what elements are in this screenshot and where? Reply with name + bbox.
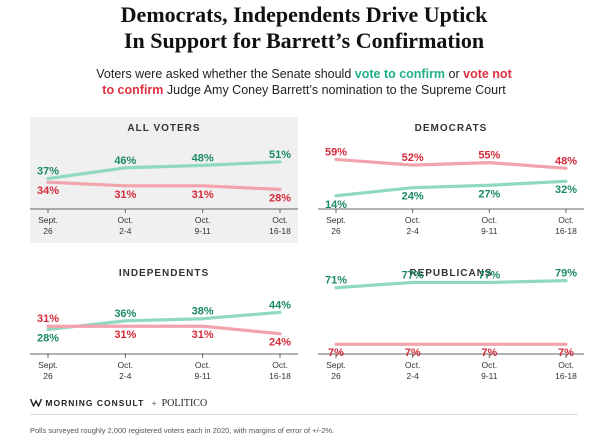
x-tick-label: Oct. bbox=[272, 215, 288, 225]
x-tick-label: Oct. bbox=[482, 215, 498, 225]
series-line-not-confirm bbox=[46, 324, 282, 336]
data-label-not-confirm: 28% bbox=[269, 192, 291, 204]
data-label-confirm: 46% bbox=[114, 155, 136, 167]
series-line-not-confirm bbox=[46, 180, 282, 191]
panel-title: INDEPENDENTS bbox=[119, 268, 209, 279]
x-tick-label: Sept. bbox=[38, 360, 58, 370]
data-label-confirm: 71% bbox=[325, 275, 347, 287]
subtitle-confirm-highlight: vote to confirm bbox=[354, 67, 446, 81]
chart-subtitle: Voters were asked whether the Senate sho… bbox=[30, 66, 578, 98]
x-tick-label: 26 bbox=[43, 226, 53, 236]
x-tick-label: Oct. bbox=[118, 215, 134, 225]
data-label-not-confirm: 31% bbox=[192, 329, 214, 341]
subtitle-not-confirm-highlight-b: to confirm bbox=[102, 83, 164, 97]
series-line-confirm bbox=[334, 279, 568, 290]
data-label-not-confirm: 31% bbox=[37, 313, 59, 325]
data-label-confirm: 79% bbox=[555, 268, 577, 280]
data-label-not-confirm: 7% bbox=[558, 347, 574, 359]
morning-consult-icon bbox=[29, 398, 43, 408]
data-label-not-confirm: 52% bbox=[402, 152, 424, 164]
data-label-not-confirm: 59% bbox=[325, 146, 347, 158]
footnote: Polls surveyed roughly 2,000 registered … bbox=[30, 426, 335, 435]
data-label-not-confirm: 31% bbox=[114, 189, 136, 201]
data-label-confirm: 28% bbox=[37, 332, 59, 344]
data-label-not-confirm: 7% bbox=[328, 347, 344, 359]
x-tick-label: Oct. bbox=[195, 360, 211, 370]
x-tick-label: Oct. bbox=[405, 360, 421, 370]
x-tick-label: Oct. bbox=[558, 215, 574, 225]
x-tick-label: 9-11 bbox=[481, 226, 498, 236]
data-label-confirm: 37% bbox=[37, 166, 59, 178]
x-tick-label: 16-18 bbox=[269, 371, 291, 381]
data-label-not-confirm: 34% bbox=[37, 185, 59, 197]
footer-divider bbox=[30, 414, 578, 415]
data-label-confirm: 24% bbox=[402, 191, 424, 203]
x-tick-label: 2-4 bbox=[119, 371, 132, 381]
x-tick-label: 9-11 bbox=[194, 226, 211, 236]
x-tick-label: Sept. bbox=[326, 215, 346, 225]
series-line-confirm bbox=[334, 179, 568, 198]
x-tick-label: 16-18 bbox=[555, 226, 577, 236]
data-label-confirm: 51% bbox=[269, 149, 291, 161]
panel-all-voters: ALL VOTERSSept.26Oct.2-4Oct.9-11Oct.16-1… bbox=[30, 117, 298, 243]
politico-logo: POLITICO bbox=[161, 398, 208, 409]
x-tick-label: 26 bbox=[43, 371, 53, 381]
panel-republicans: REPUBLICANSSept.26Oct.2-4Oct.9-11Oct.16-… bbox=[318, 268, 584, 381]
data-label-not-confirm: 55% bbox=[478, 150, 500, 162]
data-label-confirm: 32% bbox=[555, 184, 577, 196]
panel-independents: INDEPENDENTSSept.26Oct.2-4Oct.9-11Oct.16… bbox=[30, 268, 298, 381]
x-tick-label: Oct. bbox=[272, 360, 288, 370]
data-label-confirm: 44% bbox=[269, 299, 291, 311]
x-tick-label: 16-18 bbox=[555, 371, 577, 381]
data-label-not-confirm: 31% bbox=[114, 329, 136, 341]
morning-consult-logo: MORNING CONSULT bbox=[29, 398, 148, 408]
chart-title: Democrats, Independents Drive Uptick In … bbox=[0, 2, 608, 54]
panel-democrats: DEMOCRATSSept.26Oct.2-4Oct.9-11Oct.16-18… bbox=[318, 123, 584, 236]
x-tick-label: 9-11 bbox=[481, 371, 498, 381]
panel-title: REPUBLICANS bbox=[409, 268, 492, 279]
title-line-2: In Support for Barrett’s Confirmation bbox=[123, 28, 485, 53]
data-label-confirm: 27% bbox=[478, 188, 500, 200]
data-label-not-confirm: 7% bbox=[405, 347, 421, 359]
data-label-not-confirm: 7% bbox=[481, 347, 497, 359]
x-tick-label: Oct. bbox=[195, 215, 211, 225]
series-line-not-confirm bbox=[334, 157, 568, 170]
brand-footer: MORNING CONSULT + POLITICO bbox=[29, 398, 208, 409]
data-label-confirm: 77% bbox=[402, 269, 424, 281]
x-tick-label: 16-18 bbox=[269, 226, 291, 236]
data-label-not-confirm: 24% bbox=[269, 337, 291, 349]
data-label-confirm: 77% bbox=[478, 269, 500, 281]
x-tick-label: Oct. bbox=[482, 360, 498, 370]
x-tick-label: 2-4 bbox=[407, 226, 420, 236]
x-tick-label: Sept. bbox=[38, 215, 58, 225]
x-tick-label: 9-11 bbox=[194, 371, 211, 381]
data-label-confirm: 36% bbox=[114, 308, 136, 320]
panel-title: ALL VOTERS bbox=[127, 123, 200, 134]
x-tick-label: Oct. bbox=[118, 360, 134, 370]
subtitle-text-2: or bbox=[445, 67, 464, 81]
x-tick-label: 2-4 bbox=[119, 226, 132, 236]
subtitle-text-3: Judge Amy Coney Barrett’s nomination to … bbox=[163, 83, 506, 97]
x-tick-label: Oct. bbox=[558, 360, 574, 370]
data-label-confirm: 38% bbox=[192, 306, 214, 318]
x-tick-label: 26 bbox=[331, 371, 341, 381]
data-label-not-confirm: 31% bbox=[192, 189, 214, 201]
subtitle-text-1: Voters were asked whether the Senate sho… bbox=[96, 67, 355, 81]
x-tick-label: 2-4 bbox=[407, 371, 420, 381]
title-line-1: Democrats, Independents Drive Uptick bbox=[120, 2, 488, 27]
data-label-confirm: 14% bbox=[325, 199, 347, 211]
series-line-confirm bbox=[46, 160, 282, 181]
x-tick-label: Oct. bbox=[405, 215, 421, 225]
data-label-confirm: 48% bbox=[192, 152, 214, 164]
panel-background bbox=[30, 117, 298, 243]
data-label-not-confirm: 48% bbox=[555, 155, 577, 167]
panel-title: DEMOCRATS bbox=[415, 123, 488, 134]
x-tick-label: Sept. bbox=[326, 360, 346, 370]
x-tick-label: 26 bbox=[331, 226, 341, 236]
brand-separator: + bbox=[151, 398, 158, 408]
subtitle-not-confirm-highlight-a: vote not bbox=[463, 67, 512, 81]
